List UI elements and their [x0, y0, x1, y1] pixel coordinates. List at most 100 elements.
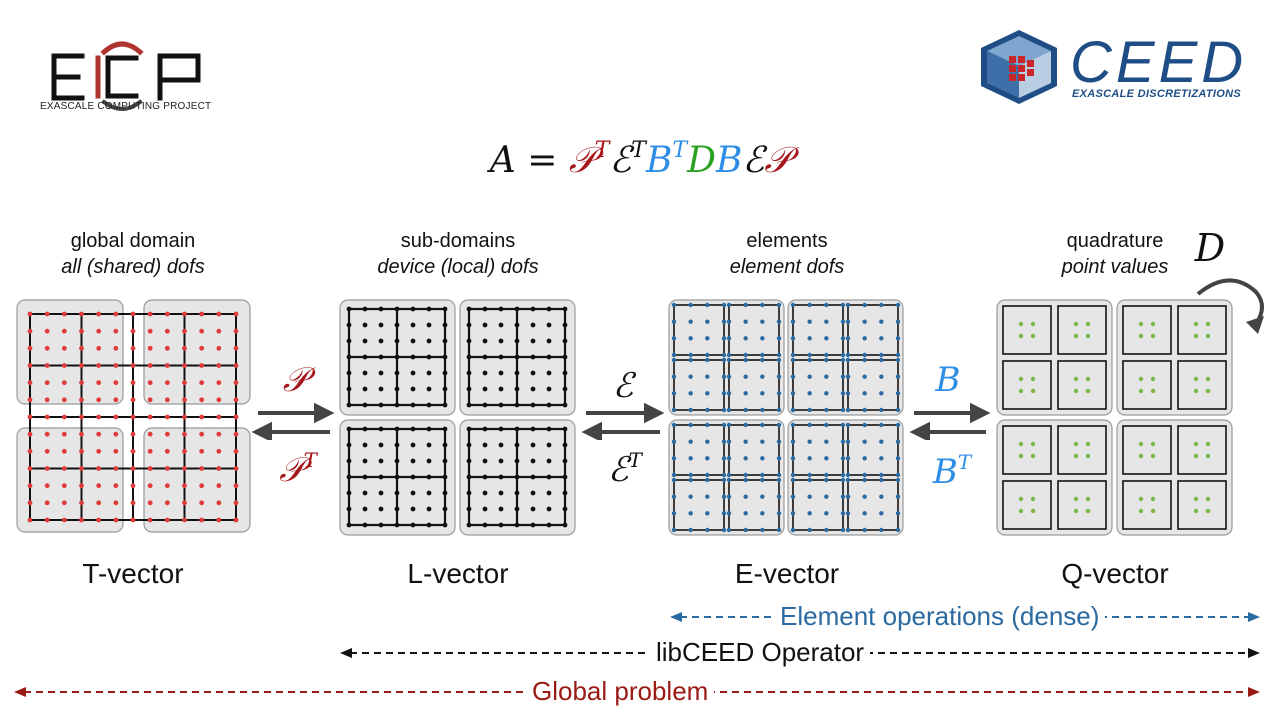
l-dof: [362, 490, 368, 496]
t-dof: [44, 483, 50, 489]
e-dof: [840, 472, 846, 478]
e-dof: [824, 456, 829, 461]
e-dof: [705, 472, 710, 478]
t-panel: [143, 427, 251, 533]
q-point: [1150, 376, 1156, 382]
t-dof: [113, 448, 119, 454]
l-dof: [378, 322, 384, 328]
t-dof: [182, 448, 187, 454]
e-dof: [776, 352, 782, 358]
q-point: [1205, 453, 1211, 459]
t-dof: [79, 345, 84, 351]
q-point: [1030, 441, 1036, 447]
t-dof: [79, 483, 84, 489]
l-dof: [378, 522, 384, 528]
e-dof: [879, 422, 884, 428]
t-dof: [130, 414, 136, 420]
e-dof: [705, 374, 710, 379]
span-global-problem: Global problem: [526, 676, 715, 707]
l-dof: [362, 442, 368, 448]
t-dof: [79, 397, 84, 403]
e-dof: [776, 494, 782, 499]
l-dof: [394, 458, 400, 464]
e-dof: [824, 494, 829, 499]
t-dof: [44, 363, 50, 368]
t-dof: [61, 363, 67, 368]
l-dof: [346, 338, 352, 344]
q-point: [1193, 388, 1199, 394]
e-dof: [862, 407, 867, 413]
l-dof: [442, 402, 448, 408]
l-dof: [562, 338, 568, 344]
l-dof: [530, 458, 536, 464]
l-dof: [482, 354, 488, 360]
e-dof: [671, 494, 677, 499]
t-dof: [164, 363, 170, 368]
l-dof: [362, 522, 368, 528]
l-dof: [362, 426, 368, 432]
e-dof: [862, 439, 867, 444]
e-element: [673, 359, 725, 411]
e-dof: [671, 511, 677, 516]
l-dof: [562, 426, 568, 432]
e-dof: [721, 494, 727, 499]
e-dof: [840, 391, 846, 396]
t-dof: [96, 448, 102, 454]
e-dof: [671, 336, 677, 341]
t-dof: [182, 363, 187, 368]
e-dof: [845, 352, 851, 358]
e-dof: [721, 319, 727, 324]
t-dof: [96, 483, 102, 489]
t-dof: [27, 483, 33, 489]
e-dof: [721, 302, 727, 308]
e-dof: [879, 357, 884, 363]
l-dof: [530, 490, 536, 496]
t-dof: [96, 517, 102, 523]
q-point: [1030, 508, 1036, 514]
e-dof: [776, 357, 782, 363]
l-dof: [426, 442, 432, 448]
t-dof: [216, 363, 222, 368]
q-point: [1138, 376, 1144, 382]
formula-term-b: B: [716, 140, 743, 181]
q-point: [1085, 388, 1091, 394]
e-dof: [807, 511, 812, 516]
l-dof: [410, 306, 416, 312]
t-dof: [233, 363, 239, 368]
e-dof: [807, 456, 812, 461]
q-point: [1205, 508, 1211, 514]
q-panel: [1116, 299, 1233, 416]
e-dof: [807, 319, 812, 324]
e-dof: [845, 422, 851, 428]
e-dof: [790, 494, 796, 499]
e-dof: [790, 302, 796, 308]
l-dof: [514, 442, 520, 448]
q-point: [1138, 453, 1144, 459]
l-dof: [378, 370, 384, 376]
q-point: [1193, 496, 1199, 502]
t-dof: [79, 311, 84, 317]
q-point: [1085, 496, 1091, 502]
e-dof: [895, 456, 901, 461]
l-dof: [498, 442, 504, 448]
l-dof: [498, 522, 504, 528]
l-dof: [442, 370, 448, 376]
l-dof: [410, 522, 416, 528]
t-dof: [182, 431, 187, 437]
l-dof: [346, 322, 352, 328]
q-point: [1205, 376, 1211, 382]
l-dof: [362, 354, 368, 360]
e-dof: [862, 422, 867, 428]
e-dof: [671, 477, 677, 483]
q-point: [1030, 453, 1036, 459]
t-dof: [130, 483, 136, 489]
op-p-backward: 𝒫T: [279, 448, 317, 490]
e-dof: [895, 477, 901, 483]
e-dof: [726, 472, 732, 478]
t-dof: [27, 414, 33, 420]
t-dof: [44, 466, 50, 471]
e-dof: [671, 456, 677, 461]
e-element: [847, 304, 899, 356]
e-dof: [824, 407, 829, 413]
t-dof: [113, 363, 119, 368]
